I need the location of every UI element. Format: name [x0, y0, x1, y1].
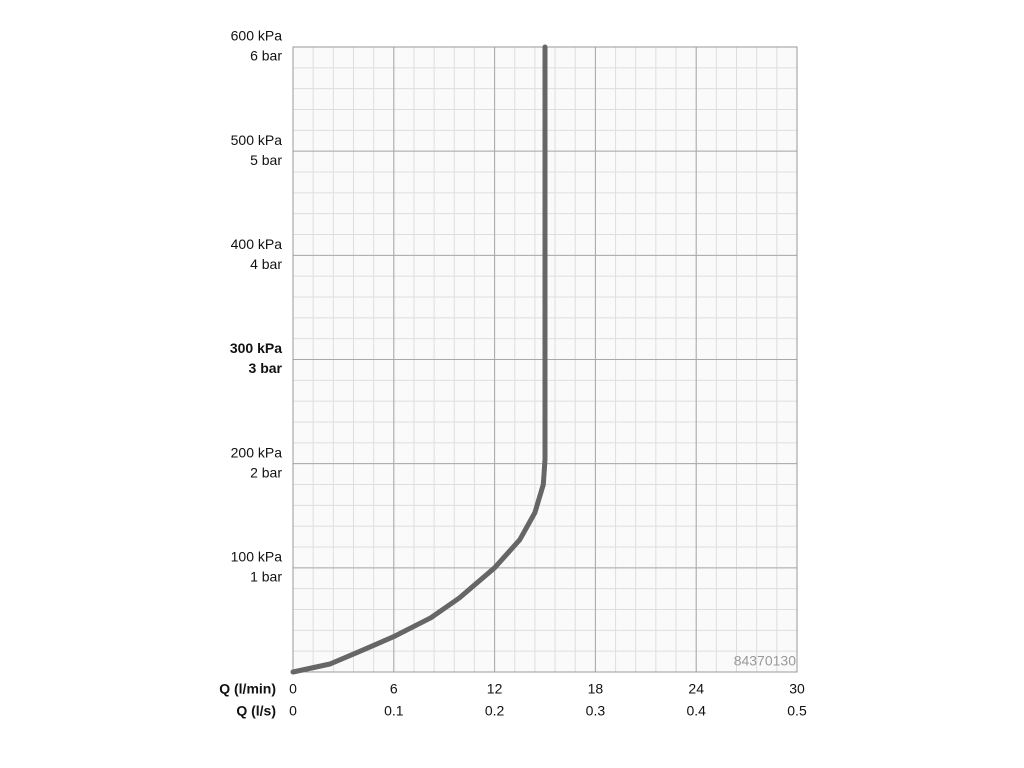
x2-tick-label: 0.4: [686, 703, 706, 719]
x-tick-label: 18: [588, 681, 604, 697]
y-tick-label: 300 kPa: [230, 340, 282, 356]
x2-tick-label: 0: [289, 703, 297, 719]
y-tick-label: 500 kPa: [231, 132, 283, 148]
y-tick-label: 600 kPa: [231, 28, 283, 44]
y2-tick-label: 6 bar: [250, 48, 282, 64]
y-tick-label: 400 kPa: [231, 236, 283, 252]
y-tick-label: 200 kPa: [231, 444, 283, 460]
y2-tick-label: 2 bar: [250, 464, 282, 480]
curve: [290, 44, 548, 675]
y2-tick-label: 4 bar: [250, 256, 282, 272]
y2-tick-label: 3 bar: [249, 360, 283, 376]
x-tick-label: 6: [390, 681, 398, 697]
x-tick-label: 24: [688, 681, 704, 697]
y-tick-label: 100 kPa: [231, 549, 283, 565]
x2-tick-label: 0.5: [787, 703, 807, 719]
x-tick-label: 30: [789, 681, 805, 697]
annotation: 84370130: [734, 653, 797, 669]
x-axis-label: Q (l/min): [219, 681, 276, 697]
x2-tick-label: 0.1: [384, 703, 404, 719]
y2-tick-label: 5 bar: [250, 152, 282, 168]
x-tick-label: 12: [487, 681, 503, 697]
x2-tick-label: 0.3: [586, 703, 606, 719]
y2-tick-label: 1 bar: [250, 569, 282, 585]
x2-tick-label: 0.2: [485, 703, 505, 719]
x2-axis-label: Q (l/s): [236, 703, 276, 719]
x-tick-label: 0: [289, 681, 297, 697]
